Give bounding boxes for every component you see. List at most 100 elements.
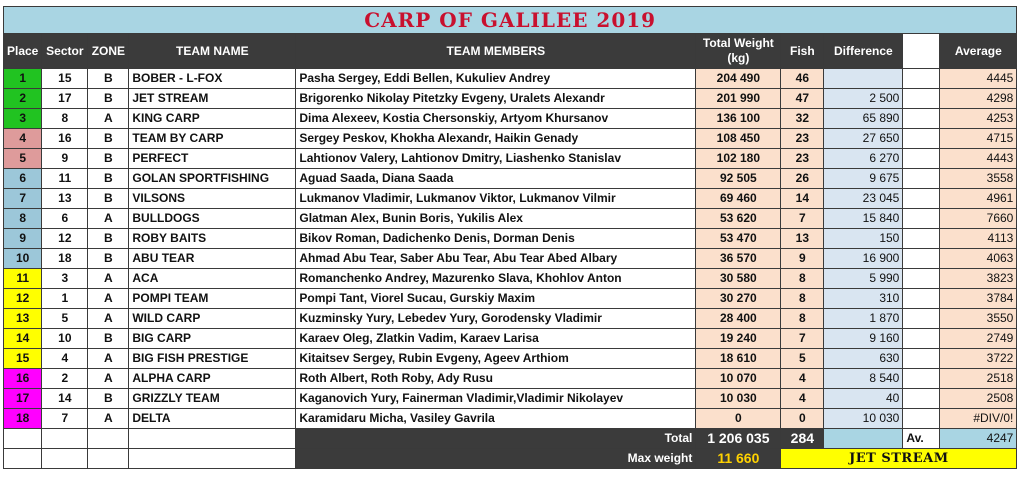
fish-cell[interactable]: 32 bbox=[780, 108, 825, 129]
average-cell[interactable]: 4113 bbox=[939, 228, 1018, 249]
sector-cell[interactable]: 11 bbox=[41, 168, 89, 189]
team-members-cell[interactable]: Roth Albert, Roth Roby, Ady Rusu bbox=[295, 368, 697, 389]
difference-cell[interactable]: 23 045 bbox=[823, 188, 904, 209]
team-name-cell[interactable]: JET STREAM bbox=[128, 88, 297, 109]
zone-cell[interactable]: B bbox=[87, 188, 130, 209]
team-name-cell[interactable]: WILD CARP bbox=[128, 308, 297, 329]
difference-cell[interactable]: 1 870 bbox=[823, 308, 904, 329]
empty-cell[interactable] bbox=[902, 168, 941, 189]
empty-cell[interactable] bbox=[902, 188, 941, 209]
sector-cell[interactable]: 15 bbox=[41, 68, 89, 89]
team-members-cell[interactable]: Sergey Peskov, Khokha Alexandr, Haikin G… bbox=[295, 128, 697, 149]
header-team-name[interactable]: TEAM NAME bbox=[128, 33, 297, 69]
sector-cell[interactable]: 1 bbox=[41, 288, 89, 309]
fish-cell[interactable]: 47 bbox=[780, 88, 825, 109]
team-name-cell[interactable]: BULLDOGS bbox=[128, 208, 297, 229]
empty-cell[interactable] bbox=[87, 448, 130, 469]
sector-cell[interactable]: 16 bbox=[41, 128, 89, 149]
fish-cell[interactable]: 4 bbox=[780, 388, 825, 409]
sector-cell[interactable]: 12 bbox=[41, 228, 89, 249]
zone-cell[interactable]: A bbox=[87, 288, 130, 309]
fish-cell[interactable]: 7 bbox=[780, 208, 825, 229]
total-fish[interactable]: 284 bbox=[780, 428, 825, 449]
team-name-cell[interactable]: ABU TEAR bbox=[128, 248, 297, 269]
empty-cell[interactable] bbox=[902, 408, 941, 429]
sector-cell[interactable]: 2 bbox=[41, 368, 89, 389]
zone-cell[interactable]: B bbox=[87, 68, 130, 89]
empty-cell[interactable] bbox=[902, 128, 941, 149]
fish-cell[interactable]: 46 bbox=[780, 68, 825, 89]
weight-cell[interactable]: 136 100 bbox=[695, 108, 782, 129]
fish-cell[interactable]: 23 bbox=[780, 128, 825, 149]
average-cell[interactable]: 4298 bbox=[939, 88, 1018, 109]
average-cell[interactable]: 3558 bbox=[939, 168, 1018, 189]
team-name-cell[interactable]: ACA bbox=[128, 268, 297, 289]
zone-cell[interactable]: A bbox=[87, 208, 130, 229]
zone-cell[interactable]: A bbox=[87, 368, 130, 389]
average-cell[interactable]: 4063 bbox=[939, 248, 1018, 269]
place-cell[interactable]: 15 bbox=[2, 348, 43, 369]
team-members-cell[interactable]: Karamidaru Micha, Vasiley Gavrila bbox=[295, 408, 697, 429]
sector-cell[interactable]: 17 bbox=[41, 88, 89, 109]
place-cell[interactable]: 12 bbox=[2, 288, 43, 309]
place-cell[interactable]: 1 bbox=[2, 68, 43, 89]
weight-cell[interactable]: 204 490 bbox=[695, 68, 782, 89]
difference-cell[interactable]: 15 840 bbox=[823, 208, 904, 229]
average-cell[interactable]: 4253 bbox=[939, 108, 1018, 129]
zone-cell[interactable]: B bbox=[87, 148, 130, 169]
team-members-cell[interactable]: Kaganovich Yury, Fainerman Vladimir,Vlad… bbox=[295, 388, 697, 409]
zone-cell[interactable]: A bbox=[87, 408, 130, 429]
header-zone[interactable]: ZONE bbox=[87, 33, 130, 69]
team-members-cell[interactable]: Lahtionov Valery, Lahtionov Dmitry, Lias… bbox=[295, 148, 697, 169]
empty-cell[interactable] bbox=[902, 88, 941, 109]
empty-cell[interactable] bbox=[128, 448, 297, 469]
weight-cell[interactable]: 53 620 bbox=[695, 208, 782, 229]
empty-cell[interactable] bbox=[902, 108, 941, 129]
place-cell[interactable]: 3 bbox=[2, 108, 43, 129]
difference-cell[interactable]: 9 675 bbox=[823, 168, 904, 189]
sector-cell[interactable]: 14 bbox=[41, 388, 89, 409]
zone-cell[interactable]: B bbox=[87, 328, 130, 349]
fish-cell[interactable]: 26 bbox=[780, 168, 825, 189]
empty-cell[interactable] bbox=[902, 288, 941, 309]
team-members-cell[interactable]: Karaev Oleg, Zlatkin Vadim, Karaev Laris… bbox=[295, 328, 697, 349]
place-cell[interactable]: 11 bbox=[2, 268, 43, 289]
team-members-cell[interactable]: Dima Alexeev, Kostia Chersonskiy, Artyom… bbox=[295, 108, 697, 129]
header-empty-cell[interactable] bbox=[902, 33, 941, 69]
difference-cell[interactable]: 16 900 bbox=[823, 248, 904, 269]
fish-cell[interactable]: 8 bbox=[780, 308, 825, 329]
weight-cell[interactable]: 0 bbox=[695, 408, 782, 429]
weight-cell[interactable]: 30 580 bbox=[695, 268, 782, 289]
average-label[interactable]: Av. bbox=[902, 428, 941, 449]
max-weight-value[interactable]: 11 660 bbox=[695, 448, 782, 469]
average-cell[interactable]: 4961 bbox=[939, 188, 1018, 209]
place-cell[interactable]: 4 bbox=[2, 128, 43, 149]
fish-cell[interactable]: 13 bbox=[780, 228, 825, 249]
average-cell[interactable]: 2518 bbox=[939, 368, 1018, 389]
zone-cell[interactable]: B bbox=[87, 128, 130, 149]
place-cell[interactable]: 2 bbox=[2, 88, 43, 109]
difference-cell[interactable]: 630 bbox=[823, 348, 904, 369]
fish-cell[interactable]: 0 bbox=[780, 408, 825, 429]
sheet-title[interactable]: CARP OF GALILEE 2019 bbox=[2, 6, 1018, 34]
empty-cell[interactable] bbox=[902, 68, 941, 89]
total-weight[interactable]: 1 206 035 bbox=[695, 428, 782, 449]
empty-cell[interactable] bbox=[2, 448, 43, 469]
empty-cell[interactable] bbox=[823, 428, 904, 449]
zone-cell[interactable]: B bbox=[87, 168, 130, 189]
difference-cell[interactable]: 2 500 bbox=[823, 88, 904, 109]
max-weight-label[interactable]: Max weight bbox=[295, 448, 697, 469]
max-weight-team[interactable]: JET STREAM bbox=[780, 448, 1018, 469]
zone-cell[interactable]: B bbox=[87, 388, 130, 409]
average-cell[interactable]: 3823 bbox=[939, 268, 1018, 289]
team-members-cell[interactable]: Bikov Roman, Dadichenko Denis, Dorman De… bbox=[295, 228, 697, 249]
empty-cell[interactable] bbox=[41, 448, 89, 469]
average-cell[interactable]: 3550 bbox=[939, 308, 1018, 329]
header-team-members[interactable]: TEAM MEMBERS bbox=[295, 33, 697, 69]
team-name-cell[interactable]: VILSONS bbox=[128, 188, 297, 209]
team-name-cell[interactable]: GOLAN SPORTFISHING bbox=[128, 168, 297, 189]
empty-cell[interactable] bbox=[902, 248, 941, 269]
empty-cell[interactable] bbox=[902, 308, 941, 329]
average-cell[interactable]: 4443 bbox=[939, 148, 1018, 169]
empty-cell[interactable] bbox=[902, 228, 941, 249]
